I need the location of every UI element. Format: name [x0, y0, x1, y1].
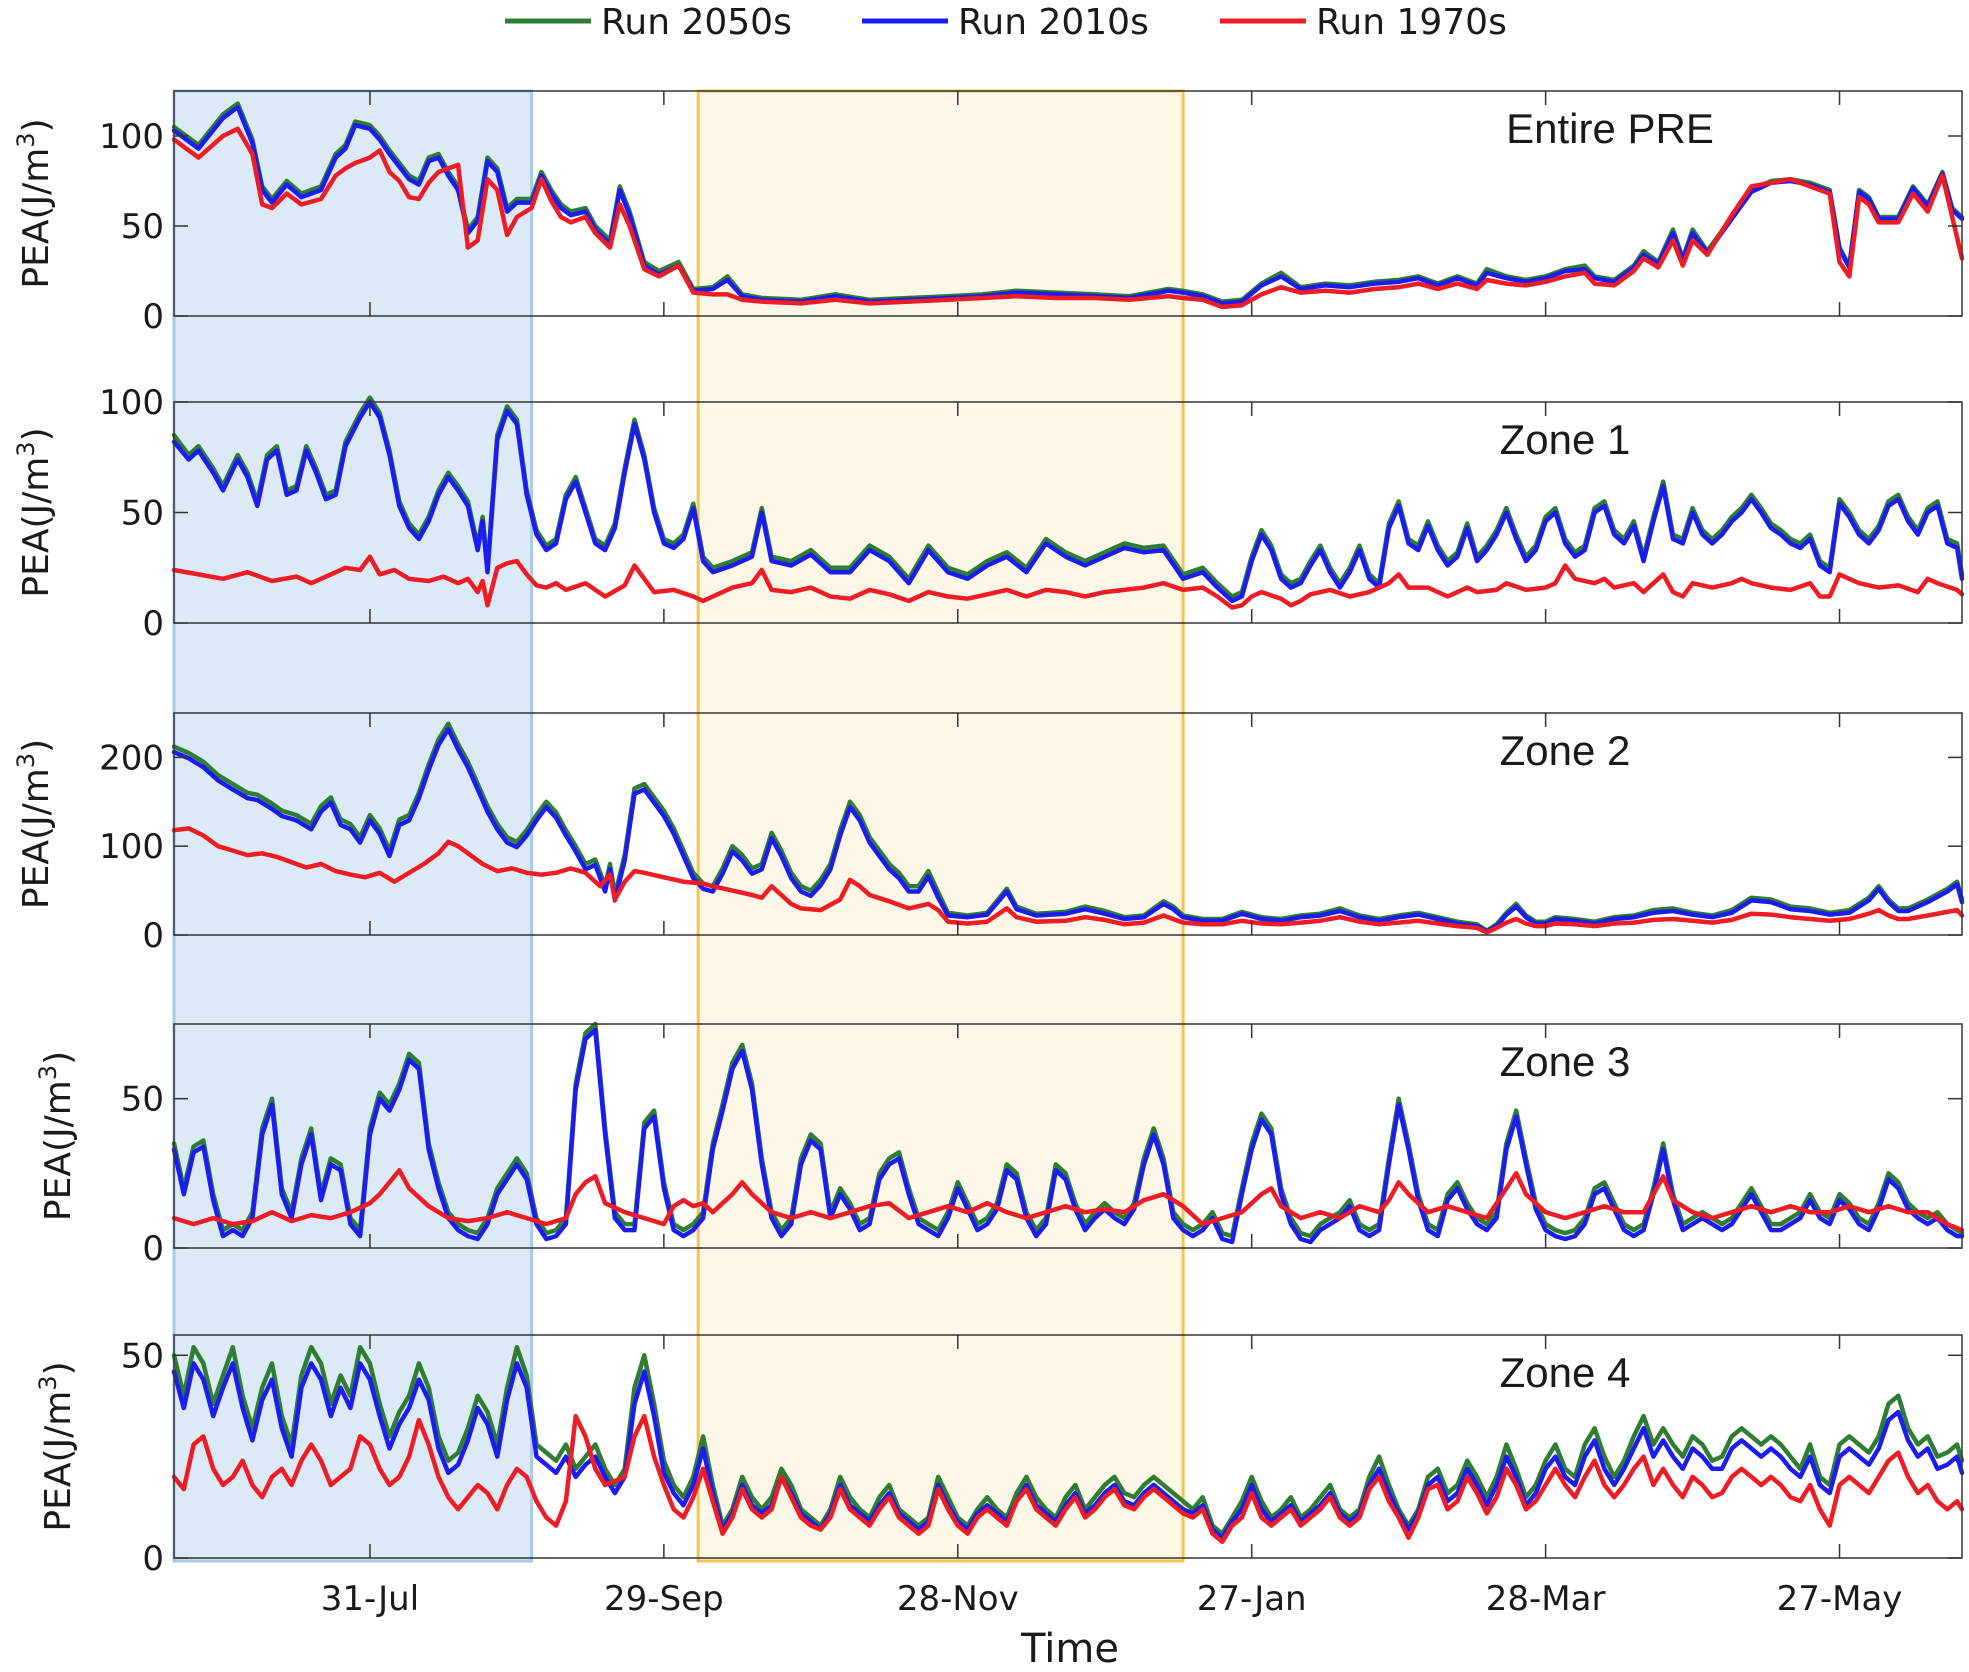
- y-axis-label: PEA(J/m3): [12, 427, 57, 597]
- highlight-regions: [172, 89, 1185, 1563]
- series-line-run-1970s: [171, 1168, 1965, 1233]
- series-line-run-1970s: [171, 126, 1965, 310]
- y-axis-label-main: PEA(J/m: [38, 1080, 79, 1221]
- y-tick-label: 200: [99, 738, 164, 778]
- series-line-run-2010s: [171, 399, 1965, 604]
- series-line-run-2010s: [171, 1361, 1965, 1540]
- y-axis-label-main: PEA(J/m: [16, 768, 57, 909]
- y-tick-label: 50: [121, 1336, 164, 1376]
- panel-zone-4: 0 50 PEA(J/m3) Zone 4: [34, 1334, 1965, 1579]
- y-axis-label-close: ): [38, 1051, 79, 1065]
- y-tick-label: 50: [121, 1080, 164, 1120]
- panel-zone-2: 0 100 200 PEA(J/m3) Zone 2: [12, 712, 1965, 956]
- series-line-run-1970s: [171, 554, 1965, 610]
- x-tick-label: 28-Mar: [1486, 1579, 1606, 1619]
- y-axis-label-superscript: 3: [34, 1375, 62, 1390]
- y-tick-label: 0: [142, 297, 164, 337]
- x-tick-label: 29-Sep: [604, 1579, 724, 1619]
- y-axis-label: PEA(J/m3): [12, 739, 57, 909]
- y-axis-label-main: PEA(J/m: [16, 148, 57, 289]
- panel-frame: [173, 712, 1963, 936]
- series-line-run-1970s: [171, 1413, 1965, 1545]
- y-tick-label: 0: [142, 1229, 164, 1269]
- y-axis-label: PEA(J/m3): [12, 118, 57, 288]
- y-axis-label-superscript: 3: [34, 1065, 62, 1080]
- x-tick-label: 31-Jul: [321, 1579, 419, 1619]
- y-tick-label: 0: [142, 916, 164, 956]
- y-tick-label: 100: [99, 117, 164, 157]
- y-tick-label: 100: [99, 383, 164, 423]
- highlight-winter: [696, 89, 1185, 1563]
- panel-title: Zone 4: [1500, 1349, 1631, 1396]
- y-tick-label: 100: [99, 827, 164, 867]
- series-line-run-2010s: [171, 1027, 1965, 1245]
- y-tick-label: 50: [121, 207, 164, 247]
- y-axis-label-superscript: 3: [12, 441, 40, 456]
- y-axis-label-close: ): [38, 1361, 79, 1375]
- legend-item-run-1970s: Run 1970s: [1220, 2, 1507, 43]
- y-axis-label-main: PEA(J/m: [16, 457, 57, 598]
- panel-title: Zone 2: [1500, 727, 1631, 774]
- series-line-run-1970s: [171, 826, 1965, 935]
- legend: Run 2050s Run 2010s Run 1970s: [505, 2, 1507, 43]
- legend-label: Run 1970s: [1316, 2, 1507, 43]
- x-tick-label: 27-Jan: [1197, 1579, 1307, 1619]
- series-line-run-2050s: [171, 1344, 1965, 1536]
- y-axis-label-superscript: 3: [12, 753, 40, 768]
- panel-title: Zone 1: [1500, 416, 1631, 463]
- x-tick-label: 28-Nov: [897, 1579, 1019, 1619]
- panel-zone-1: 0 50 100 PEA(J/m3) Zone 1: [12, 383, 1965, 644]
- legend-label: Run 2010s: [958, 2, 1149, 43]
- x-tick-label: 27-May: [1777, 1579, 1903, 1619]
- y-axis-label: PEA(J/m3): [34, 1051, 79, 1221]
- panel-title: Entire PRE: [1506, 105, 1714, 152]
- panel-frame: [173, 1334, 1963, 1559]
- panel-frame: [173, 90, 1963, 317]
- y-axis-label-close: ): [16, 427, 57, 441]
- y-axis-label-superscript: 3: [12, 132, 40, 147]
- y-tick-label: 0: [142, 1539, 164, 1579]
- series-line-run-2010s: [171, 726, 1965, 934]
- y-axis-label-main: PEA(J/m: [38, 1391, 79, 1532]
- panel-frame: [173, 1023, 1963, 1249]
- panel-zone-3: 0 50 PEA(J/m3) Zone 3: [34, 1021, 1965, 1269]
- y-axis-label: PEA(J/m3): [34, 1361, 79, 1531]
- x-axis-label: Time: [1020, 1626, 1119, 1672]
- y-axis-label-close: ): [16, 118, 57, 132]
- legend-item-run-2010s: Run 2010s: [862, 2, 1149, 43]
- legend-item-run-2050s: Run 2050s: [505, 2, 792, 43]
- y-tick-label: 50: [121, 494, 164, 534]
- panel-entire-pre: 0 50 100 PEA(J/m3) Entire PRE: [12, 90, 1965, 337]
- y-tick-label: 0: [142, 604, 164, 644]
- y-axis-label-close: ): [16, 739, 57, 753]
- panel-title: Zone 3: [1500, 1038, 1631, 1085]
- legend-label: Run 2050s: [601, 2, 792, 43]
- series-line-run-2050s: [171, 395, 1965, 599]
- x-axis: 31-Jul 29-Sep 28-Nov 27-Jan 28-Mar 27-May: [321, 1579, 1903, 1619]
